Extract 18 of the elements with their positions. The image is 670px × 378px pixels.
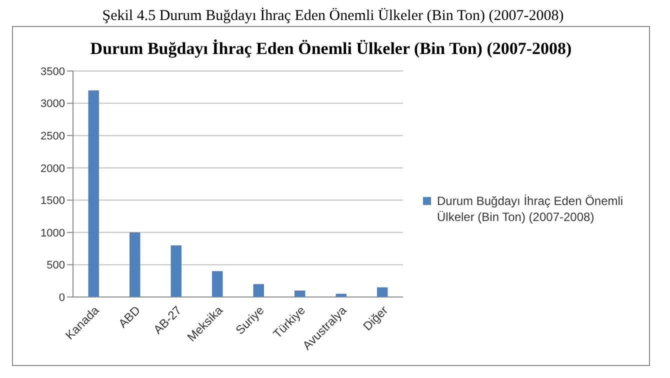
- y-tick-label: 1500: [40, 195, 65, 208]
- y-tick-label: 2500: [40, 130, 65, 142]
- bar: [253, 284, 264, 297]
- y-tick-label: 3500: [40, 66, 65, 78]
- y-tick-label: 3000: [40, 98, 65, 110]
- bar: [212, 271, 223, 297]
- y-tick-label: 2000: [40, 162, 65, 175]
- bar: [294, 290, 306, 297]
- bar: [377, 287, 388, 297]
- bar: [130, 232, 140, 297]
- y-tick-label: 1000: [40, 227, 65, 240]
- y-tick-label: 0: [58, 292, 65, 304]
- y-tick-label: 500: [46, 260, 65, 272]
- text: Şekil 4.5 Durum Buğdayı İhraç Eden Önemli Ülkeler (Bin Ton) (2007-2008): [101, 8, 565, 26]
- bar: [170, 245, 182, 297]
- chart-title: Durum Buğdayı İhraç Eden Önemli Ülkeler (Bin Ton) (2007-2008): [89, 39, 573, 59]
- legend-label: Durum Buğdayı İhraç Eden Önemli Ülkeler (Bin Ton) (2007-2008): [437, 193, 624, 225]
- bar: [88, 90, 99, 297]
